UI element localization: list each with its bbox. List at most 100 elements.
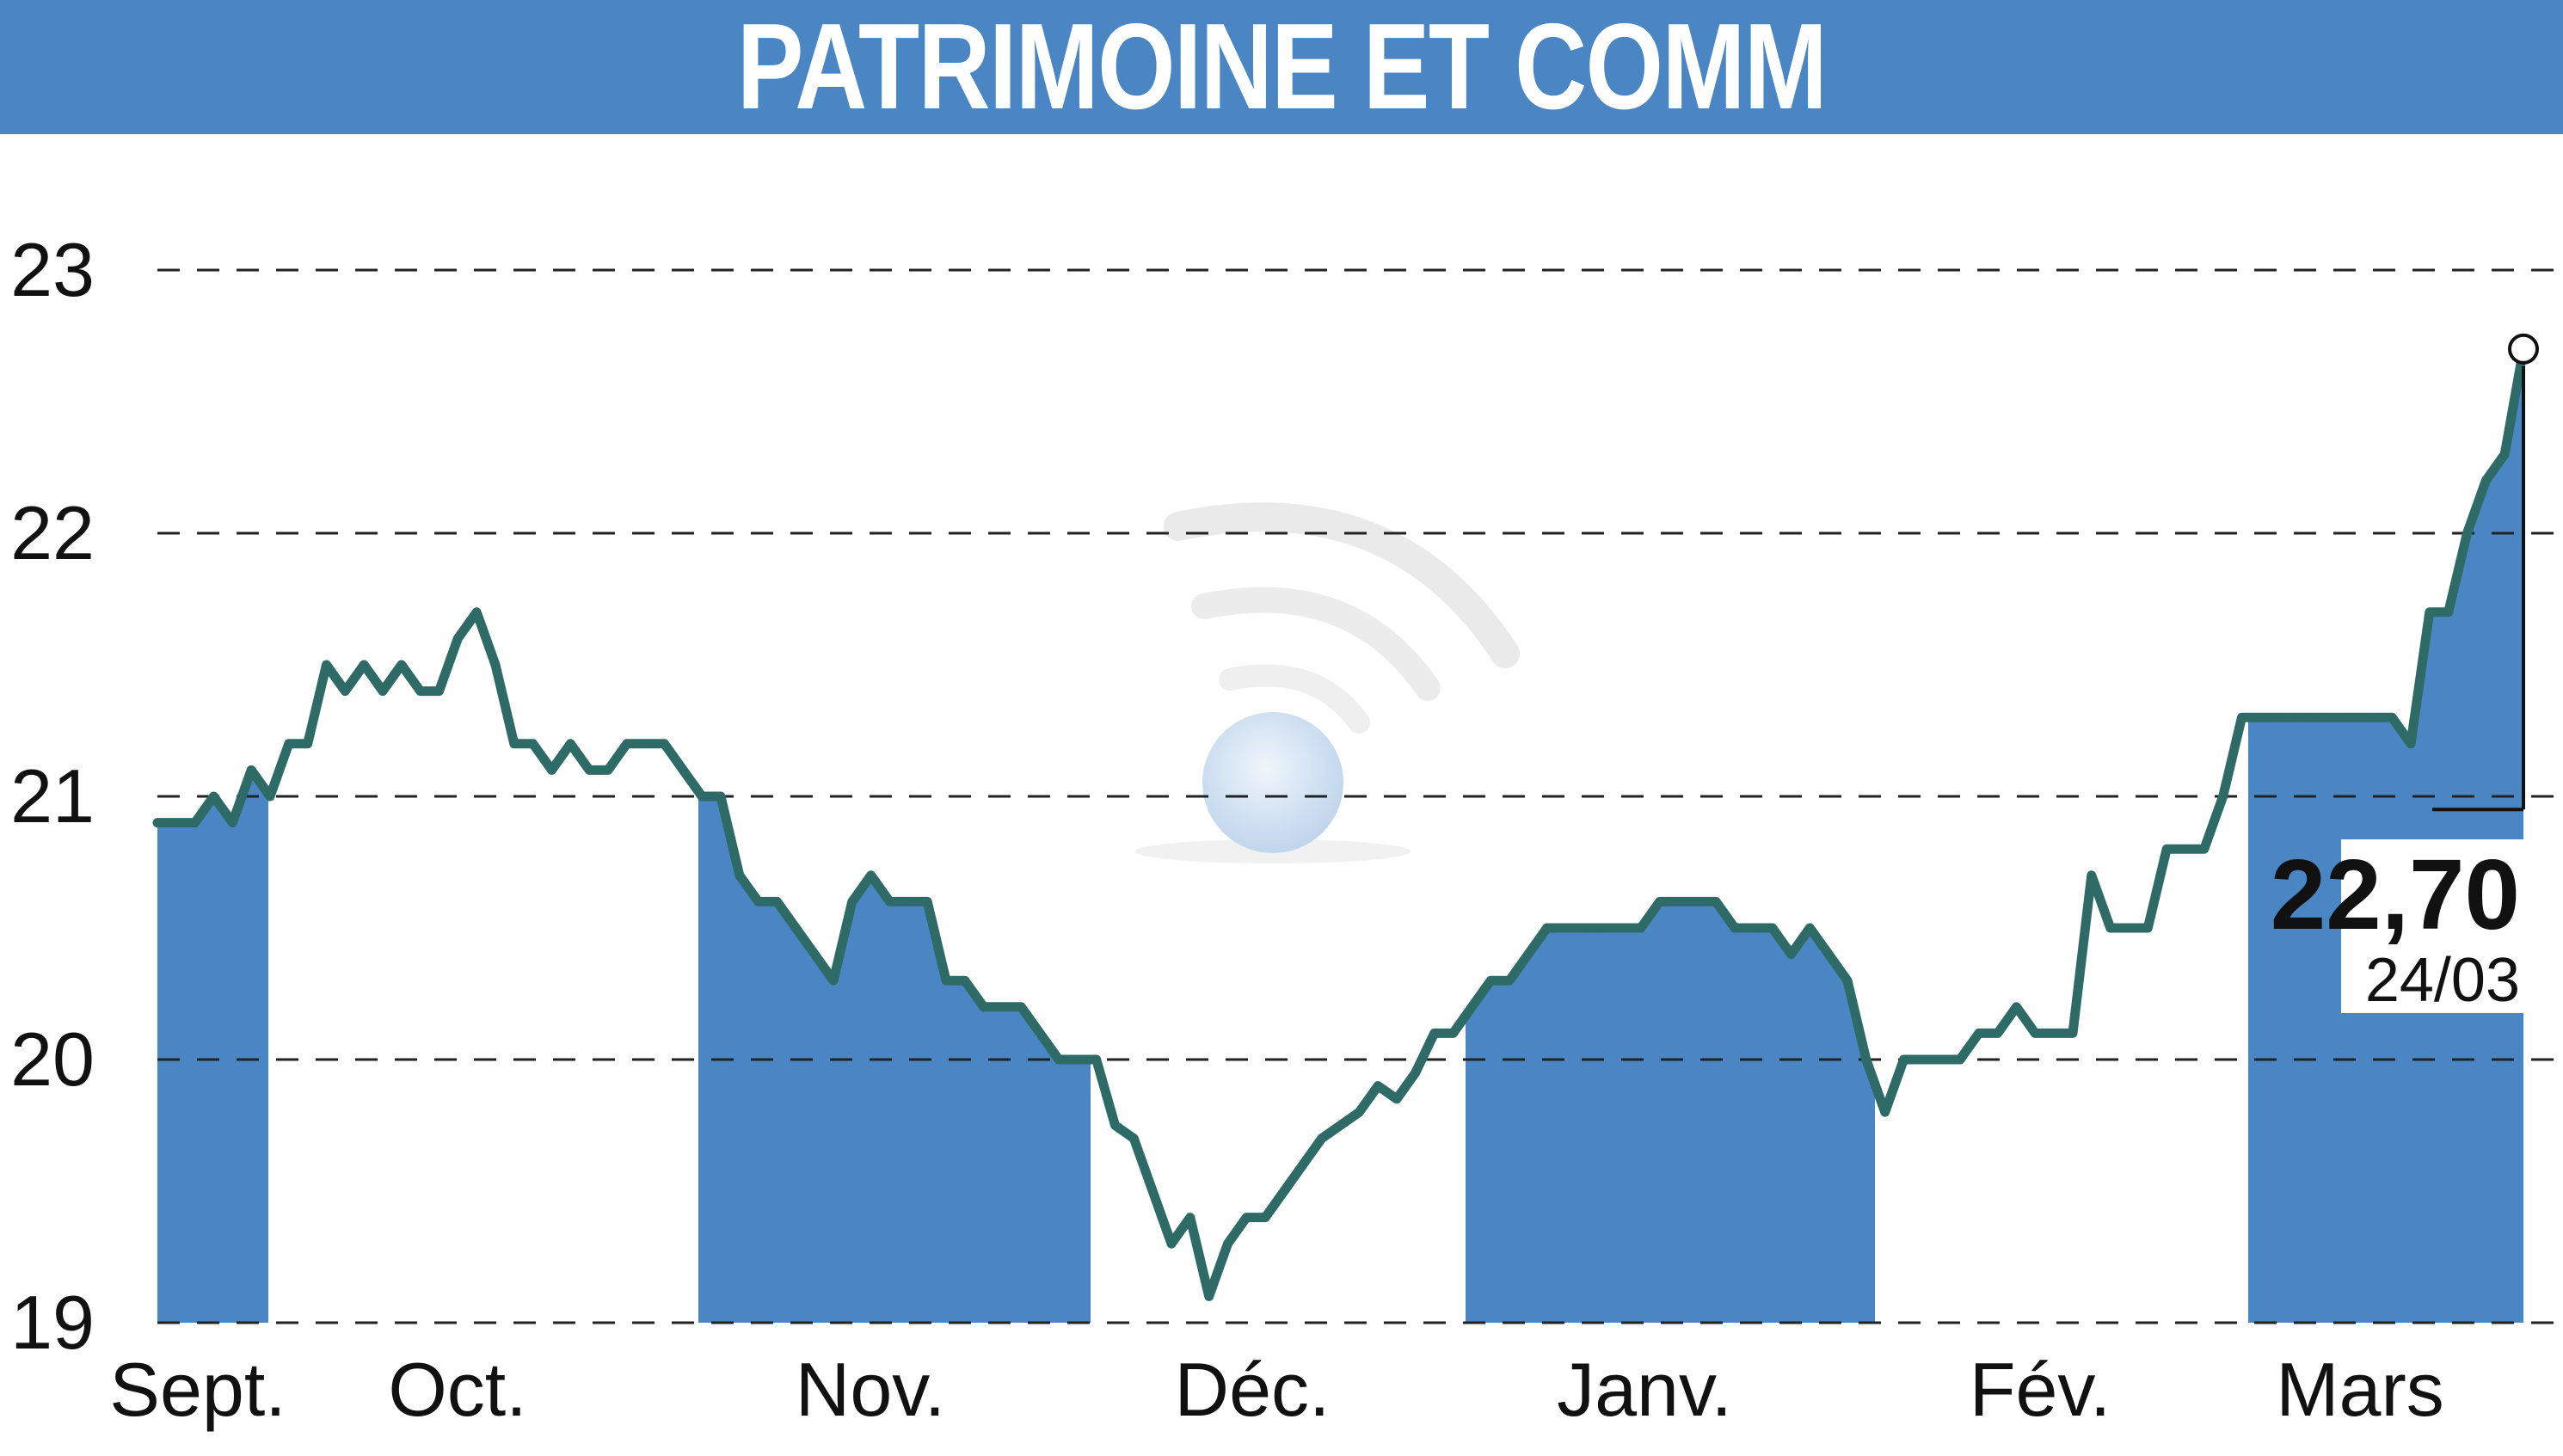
data-point <box>942 976 950 986</box>
x-month-label: Oct. <box>388 1347 526 1432</box>
y-tick-label: 21 <box>10 753 95 839</box>
data-point <box>2124 924 2134 932</box>
data-point <box>322 660 331 669</box>
data-point <box>228 818 237 827</box>
shaded-areas <box>157 348 2523 1323</box>
y-tick-label: 19 <box>10 1280 95 1365</box>
data-point <box>1918 1055 1927 1064</box>
data-point <box>509 739 519 748</box>
data-point <box>1374 1081 1383 1090</box>
data-point <box>1730 924 1739 932</box>
data-point <box>1636 924 1645 932</box>
data-point <box>1767 924 1777 932</box>
data-point <box>1861 1055 1871 1064</box>
data-point <box>2105 924 2115 932</box>
data-point <box>716 792 725 801</box>
data-point <box>1712 897 1721 906</box>
data-point <box>1017 1002 1026 1011</box>
data-point <box>491 660 500 669</box>
data-point <box>2143 924 2153 932</box>
data-point <box>2312 713 2321 722</box>
data-point <box>1261 1213 1270 1222</box>
data-point <box>2462 529 2472 538</box>
chart-title: PATRIMOINE ET COMM <box>736 0 1828 135</box>
data-point <box>1073 1055 1082 1064</box>
data-point <box>2162 845 2172 854</box>
x-month-label: Nov. <box>796 1347 945 1432</box>
data-point <box>1880 1108 1890 1117</box>
data-point <box>415 686 425 696</box>
data-point <box>2369 713 2378 722</box>
data-point <box>1805 924 1815 932</box>
data-point <box>209 792 218 801</box>
y-tick-label: 22 <box>10 490 95 575</box>
data-point <box>153 818 162 827</box>
data-point <box>396 660 406 669</box>
data-point <box>791 924 801 932</box>
data-point <box>1429 1029 1439 1038</box>
shaded-month-area <box>1466 901 1875 1323</box>
data-point <box>1336 1121 1345 1130</box>
data-point <box>1317 1133 1326 1143</box>
data-point <box>2350 713 2359 722</box>
data-point <box>434 686 444 696</box>
data-point <box>2256 713 2265 722</box>
data-point <box>604 765 612 775</box>
watermark-logo <box>1135 502 1520 863</box>
data-point <box>1993 1029 2002 1038</box>
data-point <box>829 976 838 986</box>
grid-lines <box>157 268 2561 1324</box>
data-point <box>2031 1029 2040 1038</box>
last-value-label: 22,70 <box>2271 839 2520 950</box>
data-point <box>341 686 350 696</box>
data-point <box>247 765 256 775</box>
data-point <box>622 739 631 748</box>
last-date-box <box>2341 925 2525 1013</box>
data-point <box>1542 924 1552 932</box>
data-point <box>1824 949 1834 959</box>
data-point <box>923 897 932 906</box>
data-point <box>1280 1187 1288 1195</box>
y-axis-ticks: 19 20 21 22 23 <box>10 227 95 1365</box>
data-point <box>1580 924 1589 932</box>
data-point <box>2481 476 2491 485</box>
y-tick-label: 23 <box>10 227 95 312</box>
data-point <box>1655 897 1664 906</box>
data-point <box>1749 924 1758 932</box>
data-point <box>2425 607 2434 617</box>
data-point <box>472 607 482 617</box>
shaded-month-area <box>157 770 268 1323</box>
data-point <box>1843 976 1852 986</box>
data-point <box>2500 450 2510 459</box>
data-point <box>2443 607 2453 617</box>
data-point <box>904 897 913 906</box>
data-point <box>2331 713 2340 722</box>
data-point <box>1185 1213 1195 1222</box>
data-point <box>2388 713 2397 722</box>
data-point <box>641 739 650 748</box>
data-point <box>378 686 387 696</box>
data-point <box>1054 1055 1063 1064</box>
data-point <box>547 765 556 775</box>
data-point <box>753 897 763 906</box>
data-point <box>1956 1055 1964 1064</box>
data-point <box>2050 1029 2059 1038</box>
data-point <box>171 818 181 827</box>
x-month-label: Déc. <box>1175 1347 1331 1432</box>
data-point <box>2012 1002 2021 1011</box>
data-point <box>660 739 669 748</box>
data-point <box>2199 845 2209 854</box>
data-point <box>528 739 538 748</box>
x-month-label: Mars <box>2276 1347 2444 1432</box>
data-point <box>1223 1239 1232 1249</box>
data-point <box>810 949 820 959</box>
data-point <box>1937 1055 1946 1064</box>
data-point <box>453 634 463 643</box>
data-point <box>1505 976 1514 986</box>
data-point <box>360 660 369 669</box>
x-month-label: Janv. <box>1557 1347 1732 1432</box>
data-point <box>1448 1029 1458 1038</box>
y-tick-label: 20 <box>10 1017 95 1102</box>
data-point <box>303 739 312 748</box>
